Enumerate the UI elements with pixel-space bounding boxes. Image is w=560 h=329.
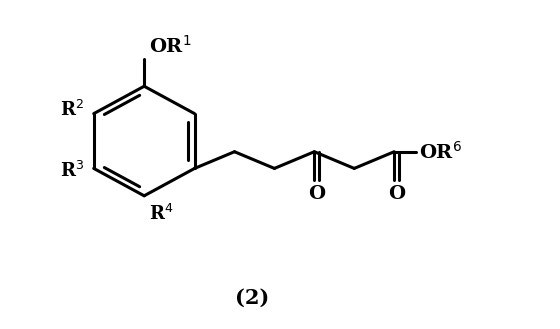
Text: R$^4$: R$^4$ bbox=[148, 204, 173, 224]
Text: R$^3$: R$^3$ bbox=[60, 161, 84, 181]
Text: OR$^6$: OR$^6$ bbox=[419, 141, 462, 163]
Text: (2): (2) bbox=[235, 288, 269, 308]
Text: O: O bbox=[388, 185, 405, 203]
Text: R$^2$: R$^2$ bbox=[60, 99, 84, 119]
Text: O: O bbox=[308, 185, 325, 203]
Text: OR$^1$: OR$^1$ bbox=[148, 35, 192, 57]
